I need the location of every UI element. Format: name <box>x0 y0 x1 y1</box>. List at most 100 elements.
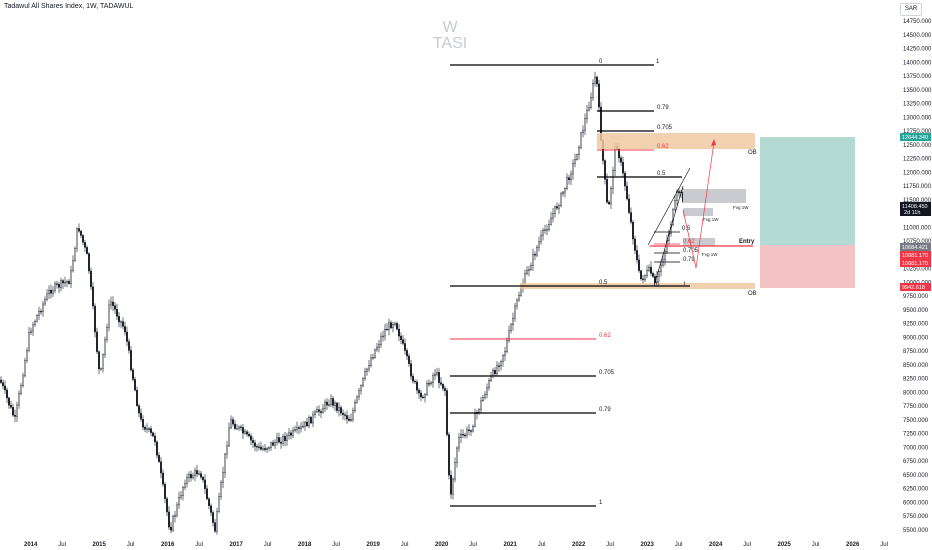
candle-body <box>428 383 430 385</box>
trendline-lower[interactable] <box>653 185 684 287</box>
candle-body <box>498 365 500 367</box>
symbol-title[interactable]: Tadawul All Shares Index, 1W, TADAWUL <box>4 3 134 10</box>
fib-retracement-upper[interactable]: 0.79 0.705 0.62 0.5 <box>597 105 682 178</box>
fib-small-0-label: 0 <box>656 282 660 288</box>
candle-body <box>44 299 46 305</box>
candle-body <box>510 324 512 332</box>
candle-body <box>518 295 520 301</box>
candle-body <box>438 372 440 383</box>
price-axis[interactable]: 14750.000 14500.000 14250.000 14000.000 1375… <box>903 19 932 534</box>
projection-arrow[interactable] <box>682 141 715 269</box>
time-axis[interactable]: 2014 Jul 2015 Jul 2016 Jul 2017 Jul 2018 Jul 2019 J… <box>24 542 888 548</box>
candle-body <box>462 434 464 436</box>
candle-body <box>72 260 74 271</box>
candle-body <box>580 132 582 148</box>
candle-body <box>50 289 52 294</box>
candle-body <box>108 304 110 328</box>
fvg-mid[interactable] <box>683 208 713 216</box>
candle-body <box>610 188 612 205</box>
candle-body <box>322 408 324 413</box>
candle-body <box>564 188 566 193</box>
candle-body <box>448 434 450 476</box>
time-tick: Jul <box>58 542 66 548</box>
candle-body <box>434 373 436 377</box>
fib-big-1-bottom-label: 1 <box>599 500 603 506</box>
fib-retracement-big[interactable]: 0 1 0.5 0.62 0.705 0.79 1 <box>450 59 690 507</box>
candle-body <box>122 321 124 327</box>
candle-body <box>2 382 4 387</box>
candle-body <box>378 344 380 348</box>
candle-body <box>582 129 584 134</box>
candle-body <box>352 410 354 420</box>
fvg-mid-label: Fvg 1W <box>703 217 719 222</box>
candle-body <box>662 259 664 266</box>
candle-body <box>332 398 334 406</box>
candle-body <box>22 375 24 386</box>
candle-body <box>416 381 418 391</box>
candle-body <box>468 429 470 431</box>
stop-loss-zone[interactable] <box>760 245 855 288</box>
candle-body <box>370 357 372 366</box>
candle-body <box>446 390 448 435</box>
svg-text:2d 11h: 2d 11h <box>904 210 920 216</box>
candle-body <box>302 425 304 428</box>
candle-body <box>168 511 170 528</box>
price-tick: 6250.000 <box>903 487 929 493</box>
time-tick: 2025 <box>778 542 792 548</box>
fib-big-079-label: 0.79 <box>599 407 611 413</box>
fib-retracement-small[interactable]: 0.5 0.62 0.705 0.79 1 0 <box>654 226 699 288</box>
candle-body <box>288 432 290 437</box>
price-tick: 8250.000 <box>903 377 929 383</box>
candle-body <box>170 526 172 531</box>
candle-body <box>76 228 78 249</box>
time-tick: Jul <box>469 542 477 548</box>
candle-body <box>94 305 96 333</box>
candle-body <box>78 228 80 232</box>
price-tick: 7250.000 <box>903 432 929 438</box>
currency-button[interactable]: SAR <box>900 3 922 16</box>
candle-body <box>24 360 26 377</box>
svg-text:9942.618: 9942.618 <box>902 285 925 291</box>
candle-body <box>230 419 232 429</box>
candle-body <box>34 321 36 326</box>
candle-body <box>156 441 158 456</box>
candle-body <box>360 385 362 391</box>
candle-body <box>36 315 38 322</box>
candle-body <box>4 385 6 391</box>
candle-body <box>442 384 444 389</box>
fvg-upper[interactable] <box>683 189 746 203</box>
candle-body <box>458 437 460 449</box>
candle-body <box>80 230 82 236</box>
time-tick: 2026 <box>846 542 860 548</box>
candle-body <box>256 446 258 448</box>
take-profit-zone[interactable] <box>760 137 855 245</box>
candle-body <box>56 283 58 285</box>
candle-body <box>180 495 182 498</box>
candle-body <box>482 397 484 402</box>
candle-body <box>508 330 510 341</box>
candle-body <box>102 354 104 369</box>
candle-body <box>574 159 576 164</box>
candle-body <box>488 380 490 389</box>
fib-big-0705-label: 0.705 <box>599 370 615 376</box>
candle-body <box>58 284 60 288</box>
candle-body <box>404 343 406 351</box>
candle-body <box>218 496 220 512</box>
candle-body <box>342 412 344 415</box>
candle-body <box>182 487 184 496</box>
candle-body <box>412 376 414 382</box>
candle-body <box>620 157 622 163</box>
fib-upper-079-label: 0.79 <box>657 105 669 111</box>
candle-body <box>424 394 426 398</box>
candle-body <box>300 426 302 429</box>
fvg-lower[interactable] <box>683 238 715 246</box>
candle-body <box>650 266 652 274</box>
order-block-upper[interactable] <box>597 133 755 149</box>
svg-text:10681.170: 10681.170 <box>902 261 928 267</box>
candle-body <box>248 433 250 437</box>
candle-body <box>406 350 408 357</box>
candle-body <box>558 205 560 209</box>
candle-body <box>60 280 62 288</box>
trendline-upper[interactable] <box>647 167 691 246</box>
